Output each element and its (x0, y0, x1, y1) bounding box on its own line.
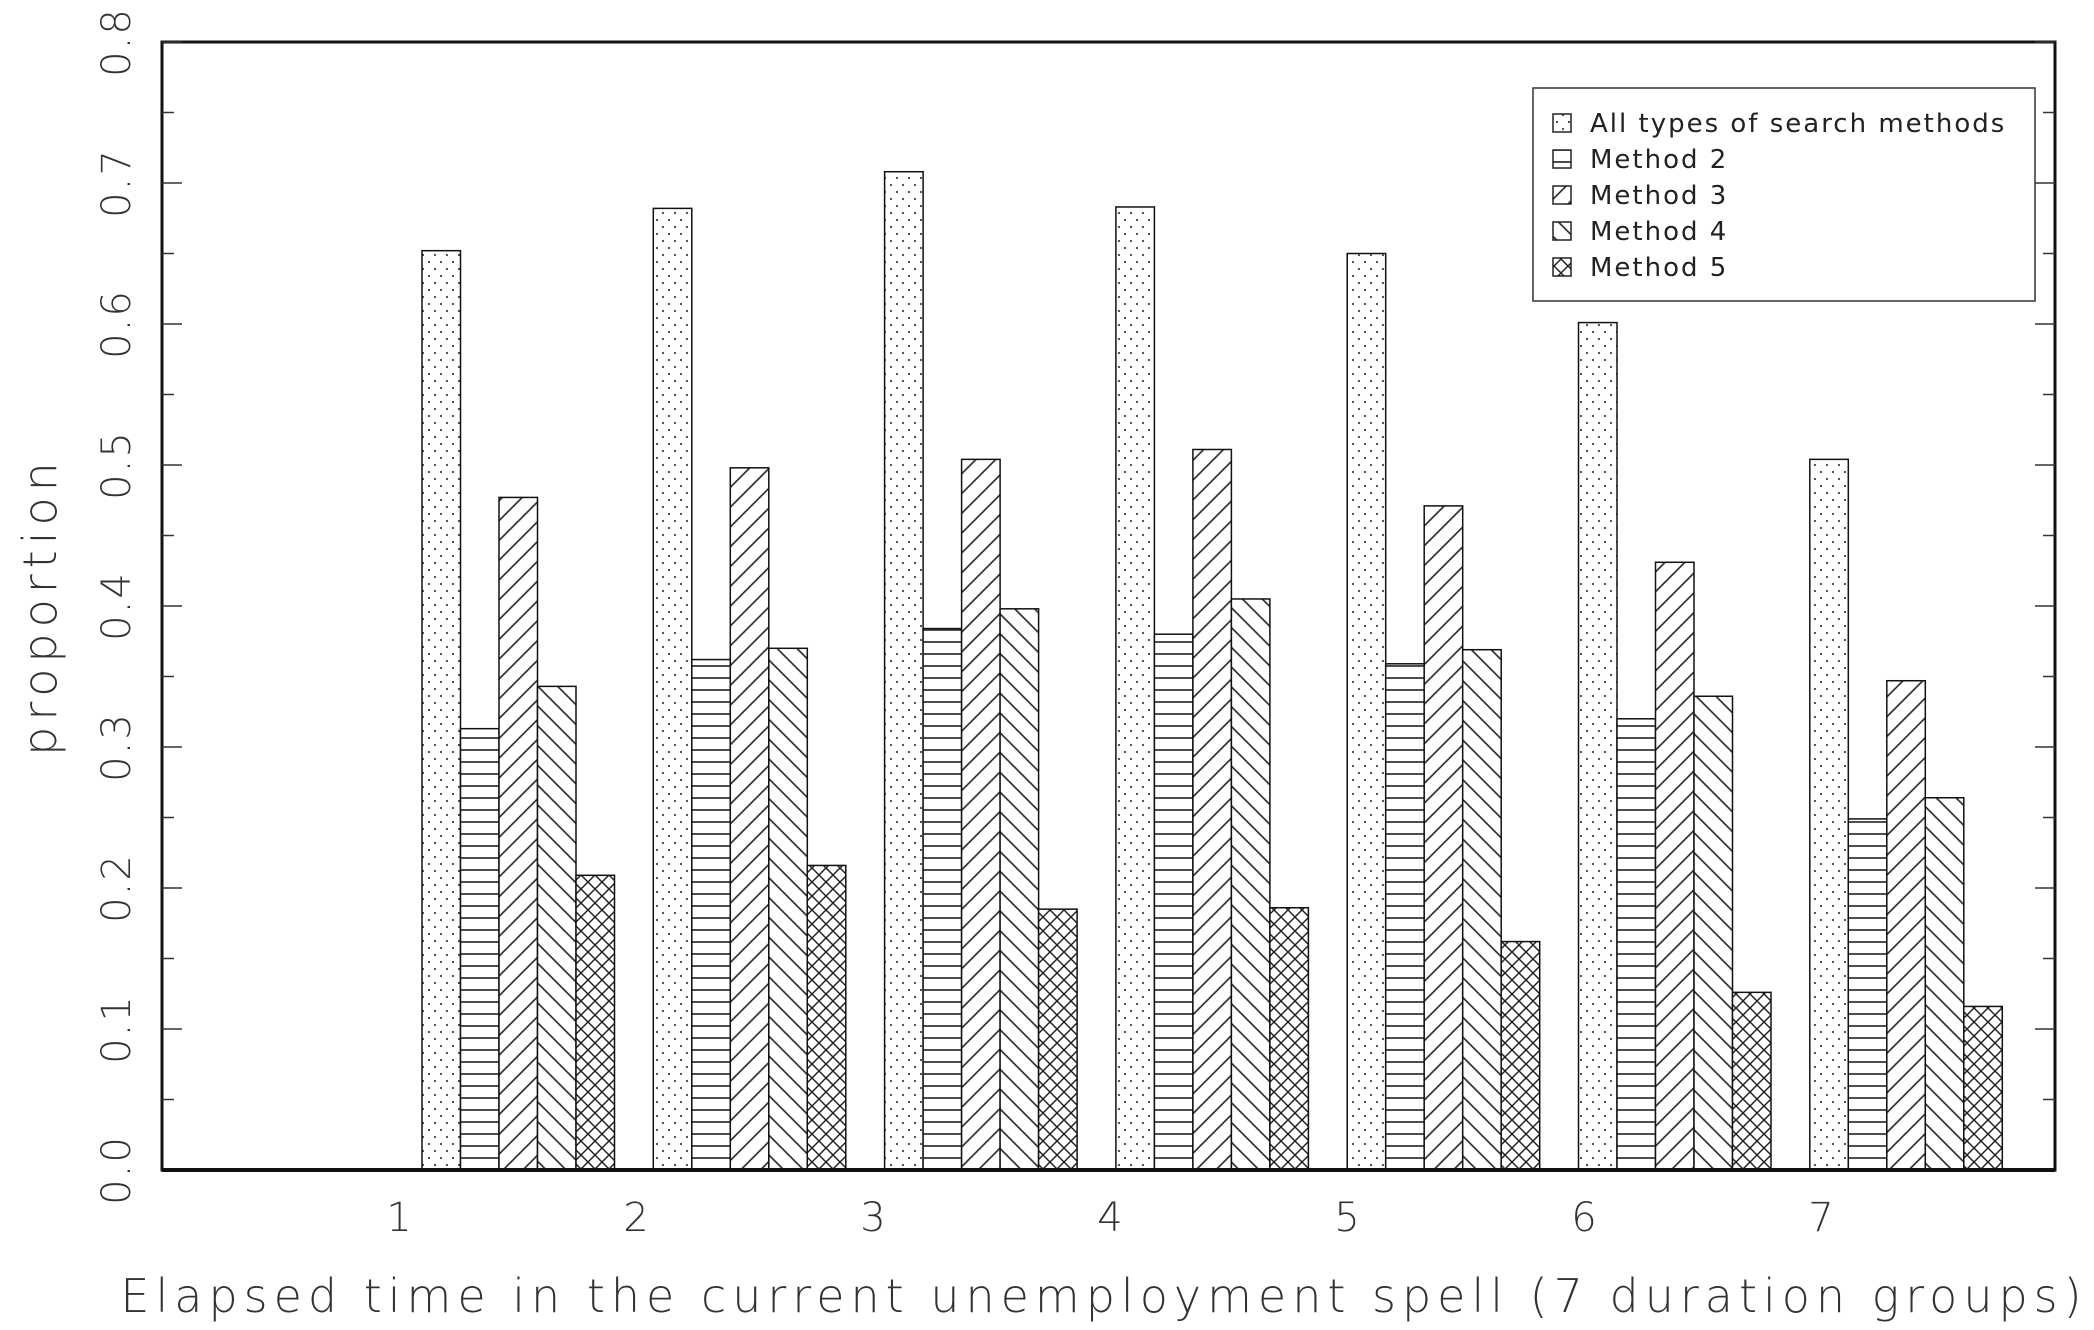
bar (1461, 648, 1502, 1171)
legend-swatch (1552, 221, 1572, 241)
y-axis-tick-labels: 0.0 0.1 0.2 0.3 0.4 0.5 0.6 0.7 0.8 (94, 7, 140, 1205)
bar (1346, 252, 1387, 1171)
y-axis-ticks (162, 41, 2055, 1171)
x-tick-label: 6 (1571, 1195, 1598, 1241)
bar (1230, 598, 1271, 1171)
bar (1384, 663, 1425, 1171)
bar (1847, 818, 1888, 1171)
y-tick-label: 0.4 (94, 571, 140, 641)
x-axis-title: Elapsed time in the current unemployment… (120, 1269, 2087, 1323)
bar (729, 467, 770, 1171)
x-axis-tick-labels: 1 2 3 4 5 6 7 (386, 1195, 1835, 1241)
y-tick-label: 0.8 (94, 7, 140, 77)
bar (1115, 206, 1156, 1171)
y-tick-label: 0.2 (94, 853, 140, 923)
bar (768, 647, 809, 1171)
bar (652, 207, 693, 1171)
bars-group (421, 170, 2004, 1171)
bar (1423, 505, 1464, 1171)
legend-label: Method 5 (1590, 253, 1728, 283)
bar (1616, 718, 1657, 1171)
bar (536, 685, 577, 1171)
bar (1654, 561, 1695, 1171)
legend-swatch (1552, 185, 1572, 205)
legend-label: All types of search methods (1590, 109, 2006, 139)
y-tick-label: 0.1 (94, 994, 140, 1064)
bar (1192, 448, 1233, 1171)
x-tick-label: 3 (860, 1195, 887, 1241)
bar (421, 249, 462, 1171)
legend: All types of search methods Method 2 Metho… (1532, 87, 2036, 302)
y-tick-label: 0.0 (94, 1135, 140, 1205)
y-tick-label: 0.5 (94, 430, 140, 500)
bar (498, 496, 539, 1171)
bar (1500, 940, 1541, 1171)
y-tick-label: 0.6 (94, 289, 140, 359)
x-tick-label: 5 (1334, 1195, 1361, 1241)
legend-label: Method 4 (1590, 217, 1728, 247)
bar (1693, 695, 1734, 1171)
y-tick-label: 0.3 (94, 712, 140, 782)
x-tick-label: 1 (386, 1195, 413, 1241)
legend-swatch (1552, 149, 1572, 169)
bar (1963, 1005, 2004, 1171)
legend-swatch (1552, 113, 1572, 133)
bar (1037, 908, 1078, 1171)
bar (1809, 458, 1850, 1171)
y-tick-label: 0.7 (94, 148, 140, 218)
bar (459, 727, 500, 1171)
bar (1153, 633, 1194, 1171)
legend-label: Method 3 (1590, 181, 1728, 211)
bar (999, 608, 1040, 1171)
bar (1577, 321, 1618, 1171)
y-axis-title: proportion (13, 456, 67, 756)
bar (1269, 906, 1310, 1171)
bar (1731, 991, 1772, 1171)
bar (1924, 797, 1965, 1171)
bar (575, 874, 616, 1171)
x-tick-label: 4 (1097, 1195, 1124, 1241)
x-tick-label: 7 (1808, 1195, 1835, 1241)
bar (1886, 679, 1927, 1171)
bar (691, 658, 732, 1171)
legend-label: Method 2 (1590, 145, 1728, 175)
bar (960, 458, 1001, 1171)
x-tick-label: 2 (623, 1195, 650, 1241)
legend-box (1532, 87, 2036, 302)
bar (883, 170, 924, 1171)
bar (806, 864, 847, 1171)
bar (922, 627, 963, 1171)
legend-swatch (1552, 257, 1572, 277)
